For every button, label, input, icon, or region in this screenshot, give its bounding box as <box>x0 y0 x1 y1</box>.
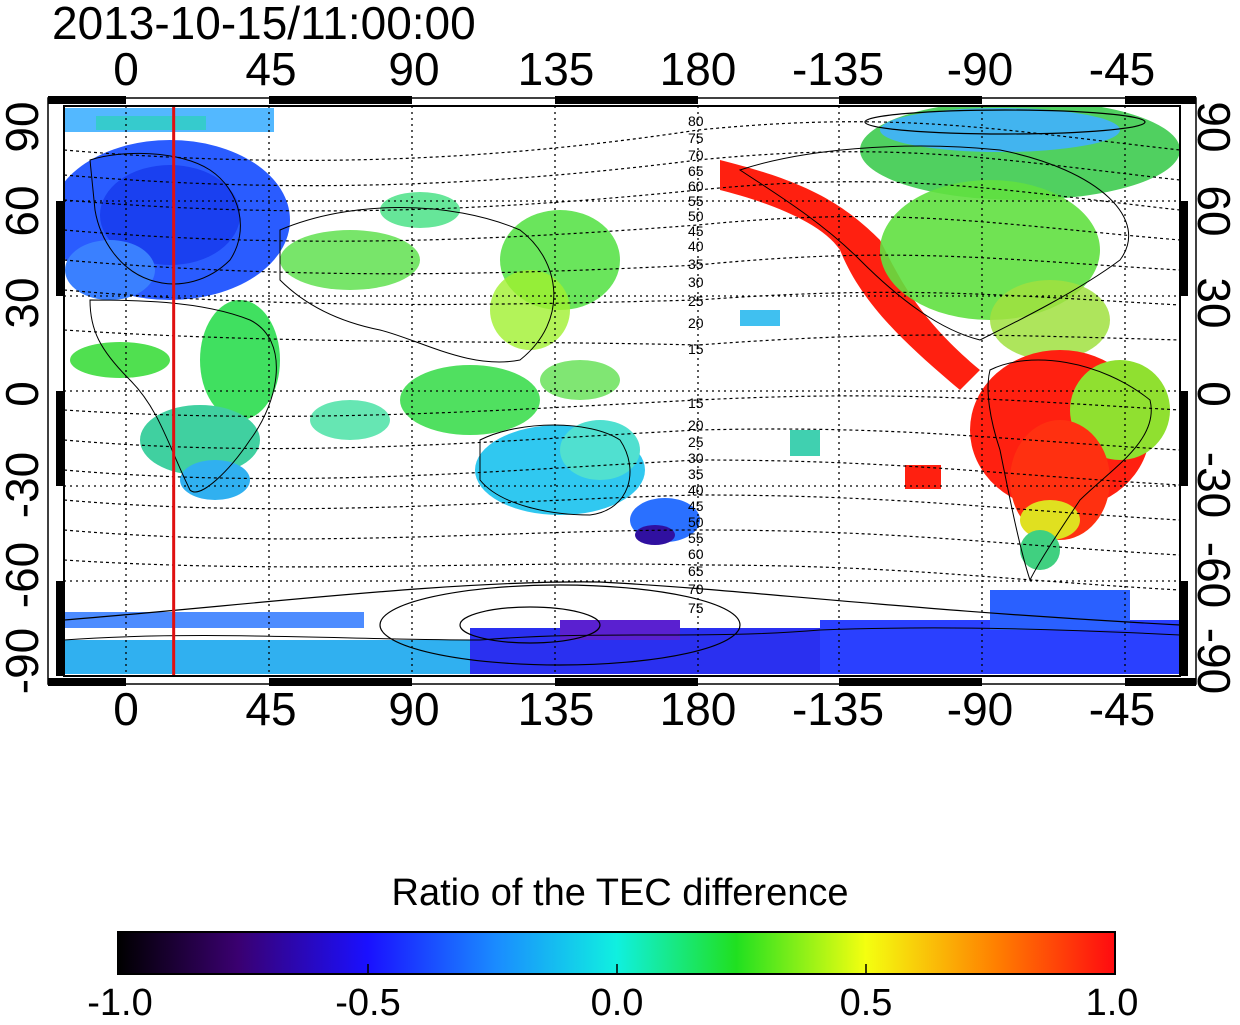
colorbar-label: -1.0 <box>87 982 153 1024</box>
top-tick-label: -45 <box>1088 43 1156 95</box>
colorbar-label: 0.0 <box>590 982 644 1024</box>
contour-label: 60 <box>688 178 704 194</box>
contour-labels: 80 75 70 65 60 55 50 45 40 35 30 25 20 1… <box>688 113 704 616</box>
contour-label: 45 <box>688 498 704 514</box>
contour-label: 40 <box>688 238 704 254</box>
contour-label: 15 <box>688 395 704 411</box>
contour-label: 30 <box>688 274 704 290</box>
bottom-tick-label: 45 <box>245 683 297 735</box>
contour-label: 50 <box>688 208 704 224</box>
contour-label: 55 <box>688 193 704 209</box>
top-tick-label: 135 <box>517 43 595 95</box>
contour-label: 75 <box>688 600 704 616</box>
contour-label: 25 <box>688 434 704 450</box>
magnetic-contours <box>63 121 1181 591</box>
bottom-tick-label: 90 <box>388 683 440 735</box>
bottom-tick-label: -45 <box>1088 683 1156 735</box>
magnetic-contours-solid <box>63 109 1181 666</box>
map-title: 2013-10-15/11:00:00 <box>52 0 476 49</box>
contour-label: 20 <box>688 315 704 331</box>
bottom-tick-label: -135 <box>791 683 885 735</box>
bottom-tick-label: 180 <box>659 683 737 735</box>
contour-label: 20 <box>688 417 704 433</box>
contour-label: 45 <box>688 223 704 239</box>
contour-label: 35 <box>688 466 704 482</box>
contour-label: 15 <box>688 341 704 357</box>
contour-label: 50 <box>688 514 704 530</box>
top-tick-label: 0 <box>113 43 139 95</box>
contour-label: 65 <box>688 563 704 579</box>
bottom-tick-label: -90 <box>946 683 1014 735</box>
colorbar-label: -0.5 <box>335 982 401 1024</box>
colorbar-title: Ratio of the TEC difference <box>391 872 849 914</box>
top-tick-label: -90 <box>946 43 1014 95</box>
top-tick-label: 180 <box>659 43 737 95</box>
contour-label: 70 <box>688 581 704 597</box>
bottom-tick-label: 135 <box>517 683 595 735</box>
colorbar-label: 1.0 <box>1085 982 1139 1024</box>
tec-data-layer <box>64 106 1180 674</box>
top-tick-label: 90 <box>388 43 440 95</box>
contour-label: 30 <box>688 450 704 466</box>
contour-label: 40 <box>688 482 704 498</box>
contour-label: 25 <box>688 293 704 309</box>
top-tick-label: 45 <box>245 43 297 95</box>
frame-tick-bars <box>48 96 1196 686</box>
colorbar-label: 0.5 <box>839 982 893 1024</box>
contour-label: 65 <box>688 163 704 179</box>
contour-label: 75 <box>688 130 704 146</box>
contour-label: 55 <box>688 530 704 546</box>
contour-label: 35 <box>688 256 704 272</box>
contour-label: 80 <box>688 113 704 129</box>
top-tick-label: -135 <box>791 43 885 95</box>
contour-label: 70 <box>688 147 704 163</box>
contour-label: 60 <box>688 546 704 562</box>
coastlines <box>63 145 1181 641</box>
colorbar-ticks <box>367 964 867 974</box>
bottom-tick-label: 0 <box>113 683 139 735</box>
graticule <box>64 106 1180 676</box>
